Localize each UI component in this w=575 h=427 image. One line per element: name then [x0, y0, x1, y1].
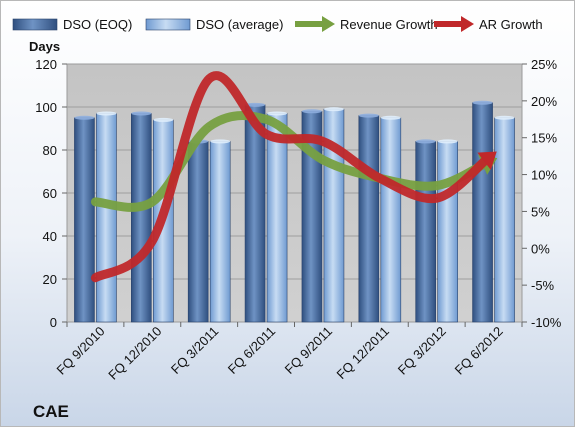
legend-label-dso-average-: DSO (average) — [196, 17, 283, 32]
bar-cap — [323, 107, 344, 112]
bar-cap — [245, 102, 266, 107]
revenue-growth-point — [94, 201, 97, 203]
legend-arrowhead-ar-growth — [461, 16, 474, 32]
legend-swatch-dso-average- — [145, 18, 191, 31]
x-tick-label: FQ 9/2011 — [282, 324, 335, 377]
bar-dso-eoq — [472, 102, 493, 323]
bar-cap — [437, 139, 458, 144]
bar-dso-average — [380, 117, 402, 323]
y-right-tick-label: -10% — [531, 315, 562, 330]
legend: DSO (EOQ) DSO (average) Revenue Growth AR G… — [12, 16, 543, 32]
ar-growth-point — [435, 197, 438, 199]
ar-growth-point — [379, 177, 381, 180]
legend-label-revenue-growth: Revenue Growth — [340, 17, 438, 32]
ar-growth-point — [322, 140, 324, 143]
y-right-tick-label: 25% — [531, 57, 557, 72]
bar-cap — [131, 111, 152, 116]
revenue-growth-point — [208, 125, 210, 128]
ar-growth-arrowhead — [477, 151, 497, 170]
bar-cap — [267, 111, 288, 116]
revenue-growth-point — [322, 159, 324, 161]
y-left-tick-label: 20 — [43, 272, 57, 287]
revenue-growth-point — [151, 201, 154, 203]
y-right-tick-label: 5% — [531, 204, 550, 219]
y-right-tick-label: 0% — [531, 241, 550, 256]
bar-dso-average — [494, 117, 515, 323]
bar-dso-eoq — [244, 104, 266, 323]
company-label: CAE — [33, 402, 69, 421]
bar-cap — [74, 115, 95, 120]
bar-dso-average — [266, 113, 288, 323]
bar-dso-average — [209, 141, 231, 323]
x-tick-label: FQ 3/2011 — [168, 324, 221, 377]
bar-dso-eoq — [131, 113, 152, 323]
bar-cap — [472, 100, 493, 105]
y-left-axis-title: Days — [29, 39, 60, 54]
bar-cap — [494, 115, 515, 120]
bar-cap — [301, 109, 322, 114]
bar-cap — [210, 139, 231, 144]
bar-dso-eoq — [415, 141, 436, 323]
bar-dso-eoq — [74, 117, 95, 323]
legend-label-ar-growth: AR Growth — [479, 17, 543, 32]
y-right-tick-label: -5% — [531, 278, 555, 293]
x-tick-label: FQ 12/2010 — [105, 324, 164, 383]
bar-dso-eoq — [187, 141, 209, 323]
legend-label-dso-eoq-: DSO (EOQ) — [63, 17, 132, 32]
ar-growth-point — [208, 77, 210, 80]
x-tick-label: FQ 6/2012 — [452, 324, 506, 378]
ar-growth-point — [265, 133, 267, 135]
y-left-tick-label: 40 — [43, 229, 57, 244]
x-tick-label: FQ 3/2012 — [395, 324, 449, 378]
bar-dso-average — [437, 141, 458, 323]
x-tick-label: FQ 6/2011 — [225, 324, 278, 377]
y-left-tick-label: 120 — [35, 57, 57, 72]
revenue-growth-line — [90, 111, 490, 212]
y-left-tick-label: 100 — [35, 100, 57, 115]
y-right-tick-label: 20% — [531, 94, 557, 109]
y-left-tick-label: 60 — [43, 186, 57, 201]
legend-swatch-dso-eoq- — [12, 18, 58, 31]
ar-growth-point — [94, 276, 97, 279]
lines — [90, 71, 498, 283]
y-right-tick-label: 15% — [531, 131, 557, 146]
legend-arrowhead-revenue-growth — [322, 16, 335, 32]
bar-dso-average — [96, 113, 117, 323]
ar-growth-point — [151, 240, 154, 242]
x-tick-label: FQ 12/2011 — [333, 324, 391, 382]
y-left-tick-label: 0 — [50, 315, 57, 330]
y-left-tick-label: 80 — [43, 143, 57, 158]
bar-dso-eoq — [358, 115, 380, 323]
revenue-growth-point — [435, 184, 438, 187]
revenue-growth-point — [265, 118, 267, 121]
bar-cap — [153, 117, 174, 122]
x-tick-label: FQ 9/2010 — [54, 324, 108, 378]
ar-growth-point — [492, 153, 495, 155]
bar-cap — [415, 139, 436, 144]
bar-cap — [358, 113, 379, 118]
bar-cap — [96, 111, 117, 116]
y-right-tick-label: 10% — [531, 168, 557, 183]
bar-cap — [380, 115, 401, 120]
